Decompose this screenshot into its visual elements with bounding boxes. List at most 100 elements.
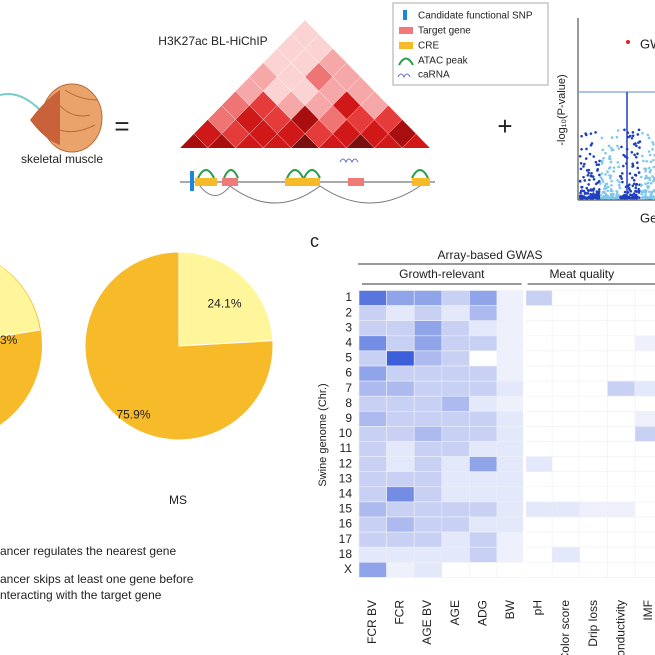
snp-dot [622,164,625,168]
snp-dot [584,157,588,160]
snp-dot [603,187,607,190]
heatmap-cell [413,516,443,533]
manhattan-label: GW [640,36,655,51]
heatmap-cell [496,395,525,412]
heatmap-cell [496,410,525,427]
snp-dot [589,174,593,178]
heatmap-cell [634,561,655,578]
heatmap-cell [634,426,655,442]
snp-dot [630,136,634,140]
heatmap-cell [634,531,655,548]
heatmap-cell [413,471,443,488]
legend-swatch [399,42,413,49]
snp-dot [649,169,653,172]
group-label: Growth-relevant [399,267,485,281]
snp-dot [582,165,585,168]
pie-label: 3% [0,333,18,347]
heatmap-cell [551,320,581,337]
heatmap-cell [607,395,636,412]
legend-swatch [397,73,411,79]
heatmap-cell [579,335,608,352]
heatmap-cell [358,501,387,518]
pie-chart: 24.1% 75.9% [84,251,274,441]
snp-dot [599,176,603,179]
heatmap-cell [524,410,553,427]
snp-dot [589,196,592,200]
heatmap-cell [607,335,636,352]
manhattan-plot [577,18,655,201]
snp-dot [586,173,590,177]
snp-dot [645,159,648,163]
heatmap-cell [413,410,443,427]
heatmap-cell [413,441,443,457]
pie-value-label: 75.9% [116,408,150,422]
heatmap-cell [441,546,470,563]
heatmap-cell [634,395,655,412]
snp-dot [648,176,651,180]
heatmap-cell [441,335,470,352]
snp-dot [644,169,647,173]
legend-label: ATAC peak [418,56,469,67]
heatmap-cell [358,335,387,352]
snp-dot [644,195,647,199]
snp-dot [629,196,632,200]
heatmap-cell [496,486,525,503]
snp-dot [641,154,644,158]
heatmap-cell [496,441,525,457]
heatmap-cell [579,426,608,442]
heatmap-cell [469,561,498,578]
heatmap-cell [579,365,608,382]
left-pie [0,265,42,425]
snp-dot [649,160,653,164]
snp-dot [579,189,583,193]
heatmap-cell [441,501,470,518]
heatmap-cell [551,516,581,533]
heatmap-cell [579,305,608,322]
snp-dot [637,141,640,144]
snp-dot [597,180,601,183]
snp-dot [644,182,647,186]
snp-dot [604,151,607,155]
heatmap-cell [607,365,636,382]
heatmap-cell [551,305,581,322]
snp-dot [635,144,638,148]
snp-dot [587,171,591,175]
snp-dot [643,177,647,180]
snp-dot [590,171,593,175]
snp-dot [635,193,638,197]
heatmap-cell [386,546,415,563]
heatmap-cell [496,501,525,518]
snp-dot [608,176,612,180]
heatmap-cell [607,305,636,322]
heatmap-cell [579,456,608,473]
snp-dot [592,192,595,195]
heatmap-cell [386,290,415,306]
gene-track [180,158,435,204]
snp-dot [644,167,648,171]
heatmap-cell [496,546,525,563]
heatmap-cell [469,531,498,548]
snp-dot [612,170,616,173]
heatmap-cell [469,441,498,457]
legend-text: ancer regulates the nearest gene [0,544,176,558]
snp-dot [644,174,648,178]
heatmap-cell [579,350,608,367]
legend-box [392,2,549,86]
snp-dot [633,173,637,177]
legend-swatch [399,27,413,34]
pie-slice [84,251,274,441]
row-label: 16 [339,517,353,531]
group-label: Meat quality [549,267,614,281]
heatmap-cell [441,380,470,397]
snp-dot [648,153,652,157]
heatmap-cell [524,365,553,382]
snp-dot [647,150,651,153]
snp-dot [599,182,602,185]
heatmap-cell [386,426,415,442]
row-label: 12 [339,456,353,470]
heatmap-cell [496,531,525,548]
heatmap-cell [579,320,608,337]
snp-dot [618,186,622,189]
snp-dot [600,136,604,140]
heatmap-cell [441,395,470,412]
